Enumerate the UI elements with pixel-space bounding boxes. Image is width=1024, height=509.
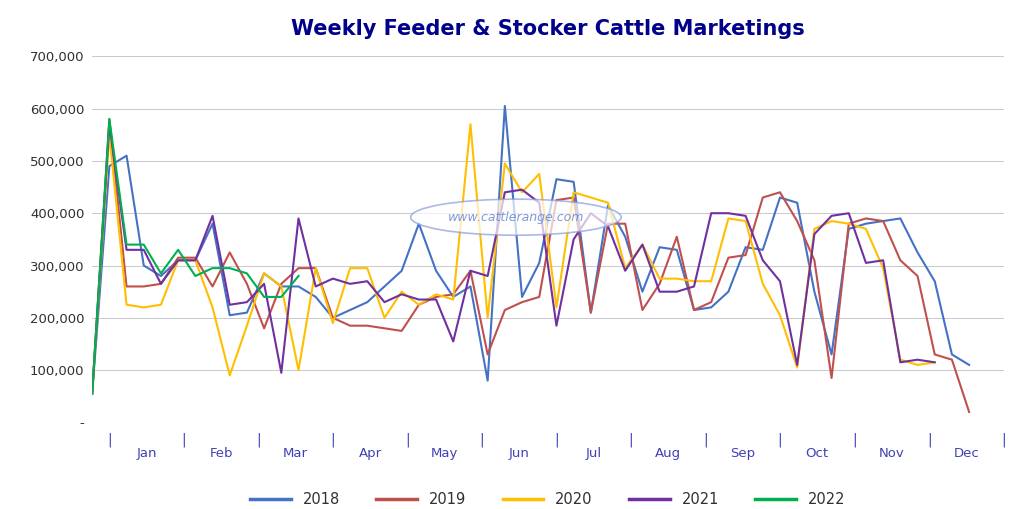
Text: www.cattlerange.com: www.cattlerange.com	[447, 211, 584, 223]
Text: May: May	[431, 447, 459, 461]
Text: |: |	[181, 432, 186, 447]
Text: |: |	[927, 432, 932, 447]
Text: |: |	[1001, 432, 1006, 447]
Text: Apr: Apr	[358, 447, 382, 461]
Text: |: |	[703, 432, 708, 447]
Legend: 2018, 2019, 2020, 2021, 2022: 2018, 2019, 2020, 2021, 2022	[245, 487, 851, 509]
Text: Nov: Nov	[879, 447, 904, 461]
Text: Jun: Jun	[509, 447, 529, 461]
Text: Jan: Jan	[136, 447, 157, 461]
Text: |: |	[406, 432, 410, 447]
Text: Oct: Oct	[806, 447, 828, 461]
Text: Feb: Feb	[209, 447, 232, 461]
Text: |: |	[479, 432, 484, 447]
Text: |: |	[629, 432, 633, 447]
Text: Jul: Jul	[586, 447, 602, 461]
Text: |: |	[554, 432, 559, 447]
Text: Mar: Mar	[284, 447, 308, 461]
Text: |: |	[777, 432, 782, 447]
Text: Sep: Sep	[730, 447, 756, 461]
Title: Weekly Feeder & Stocker Cattle Marketings: Weekly Feeder & Stocker Cattle Marketing…	[291, 19, 805, 39]
Text: |: |	[331, 432, 335, 447]
Text: |: |	[108, 432, 112, 447]
Text: Dec: Dec	[953, 447, 979, 461]
Text: |: |	[256, 432, 261, 447]
Text: |: |	[852, 432, 857, 447]
Text: Aug: Aug	[655, 447, 681, 461]
